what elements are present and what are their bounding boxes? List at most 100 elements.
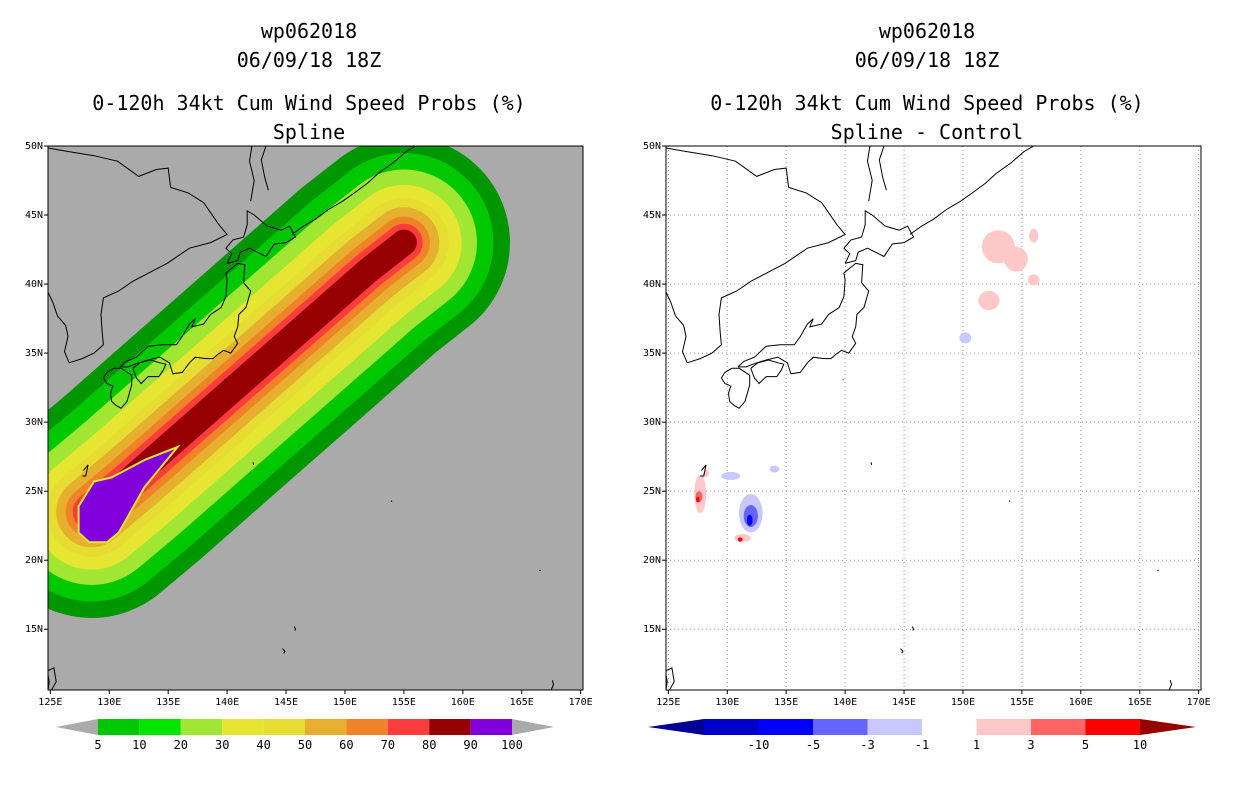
x-tick-label: 135E [774,697,798,708]
colorbar-segment [180,719,223,735]
colorbar-segment [758,719,813,735]
colorbar-arrow-right [1140,719,1196,735]
difference-blob [737,537,743,542]
colorbar-arrow-left [56,719,98,735]
coastline [293,626,297,631]
right-panel: wp062018 06/09/18 18Z 0-120h 34kt Cum Wi… [643,19,1211,752]
difference-blob [1029,228,1039,243]
colorbar-label: -1 [915,738,929,752]
coastline [661,667,663,674]
difference-blob [734,534,751,543]
y-tick-label: 15N [643,624,661,635]
coastline [48,667,57,690]
colorbar-arrow-right [512,719,554,735]
colorbar-label: 1 [973,738,980,752]
right-title: 0-120h 34kt Cum Wind Speed Probs (%) [710,91,1143,115]
left-datetime: 06/09/18 18Z [237,48,382,72]
colorbar-segment [922,719,977,735]
right-axes: 125E 130E 135E 140E 145E 150E 155E 160E 165E 170E… [643,141,1211,708]
coastline [550,680,555,690]
colorbar-label: 70 [381,738,395,752]
coastline [41,498,42,499]
coastline [666,667,675,690]
colorbar-segment [346,719,388,735]
coastline [252,462,255,466]
right-storm-id: wp062018 [879,19,975,43]
coastline [700,464,707,477]
x-tick-label: 155E [1010,697,1034,708]
left-panel: wp062018 06/09/18 18Z 0-120h 34kt Cum Wi… [25,19,593,752]
y-tick-label: 25N [643,486,661,497]
x-tick-label: 150E [951,697,975,708]
coastline [82,464,89,477]
coastline [909,146,1034,235]
colorbar-label: 10 [1133,738,1147,752]
difference-blob [721,471,741,481]
coastline [750,359,785,385]
colorbar-segment [1031,719,1086,735]
y-tick-label: 30N [25,417,43,428]
colorbar-segment [98,719,140,735]
colorbar-label: 10 [132,738,146,752]
y-tick-label: 20N [643,555,661,566]
left-map-frame [47,145,584,691]
coastline [866,146,873,202]
coastline [843,210,915,264]
colorbar-arrow-left [648,719,704,735]
coastline [900,648,904,654]
x-tick-label: 135E [156,697,180,708]
y-tick-label: 40N [643,279,661,290]
coastline [666,147,846,364]
colorbar-label: -3 [860,738,874,752]
difference-blob [696,496,700,503]
colorbar-label: 3 [1027,738,1034,752]
coastline [1008,500,1011,502]
left-storm-id: wp062018 [261,19,357,43]
x-tick-label: 160E [451,697,475,708]
difference-blob [1004,246,1028,272]
coastline [282,648,286,654]
y-tick-label: 25N [25,486,43,497]
y-tick-label: 40N [25,279,43,290]
colorbar-segment [305,719,347,735]
x-tick-label: 155E [392,697,416,708]
right-map-frame [665,145,1202,691]
right-datetime: 06/09/18 18Z [855,48,1000,72]
colorbar-label: 30 [215,738,229,752]
left-subtitle: Spline [273,120,345,144]
coastline [1157,569,1159,572]
right-gridlines [666,146,1201,690]
colorbar-segment [429,719,471,735]
y-tick-label: 20N [25,555,43,566]
coastline [842,378,844,381]
x-tick-label: 170E [569,697,593,708]
right-subtitle: Spline - Control [831,120,1024,144]
right-coastlines [659,146,1173,690]
coastline [659,498,660,499]
x-tick-label: 140E [833,697,857,708]
colorbar-label: 90 [463,738,477,752]
colorbar-segment [387,719,430,735]
difference-blob [978,290,1000,311]
colorbar-label: 20 [174,738,188,752]
difference-blob [746,514,753,526]
colorbar-segment [976,719,1031,735]
coastline [911,626,915,631]
coastline [539,569,541,572]
left-title: 0-120h 34kt Cum Wind Speed Probs (%) [92,91,525,115]
probability-core-100 [77,444,181,544]
x-tick-label: 145E [892,697,916,708]
coastline [48,147,228,364]
coastline [132,359,167,385]
difference-blob [959,332,972,344]
colorbar-label: 5 [1082,738,1089,752]
left-axes: 125E 130E 135E 140E 145E 150E 155E 160E 165E 170E… [25,141,593,708]
colorbar-label: 5 [94,738,101,752]
y-tick-label: 15N [25,624,43,635]
colorbar-label: 60 [339,738,353,752]
x-tick-label: 160E [1069,697,1093,708]
colorbar-label: 40 [256,738,270,752]
colorbar-segment [470,719,512,735]
y-tick-label: 35N [25,348,43,359]
